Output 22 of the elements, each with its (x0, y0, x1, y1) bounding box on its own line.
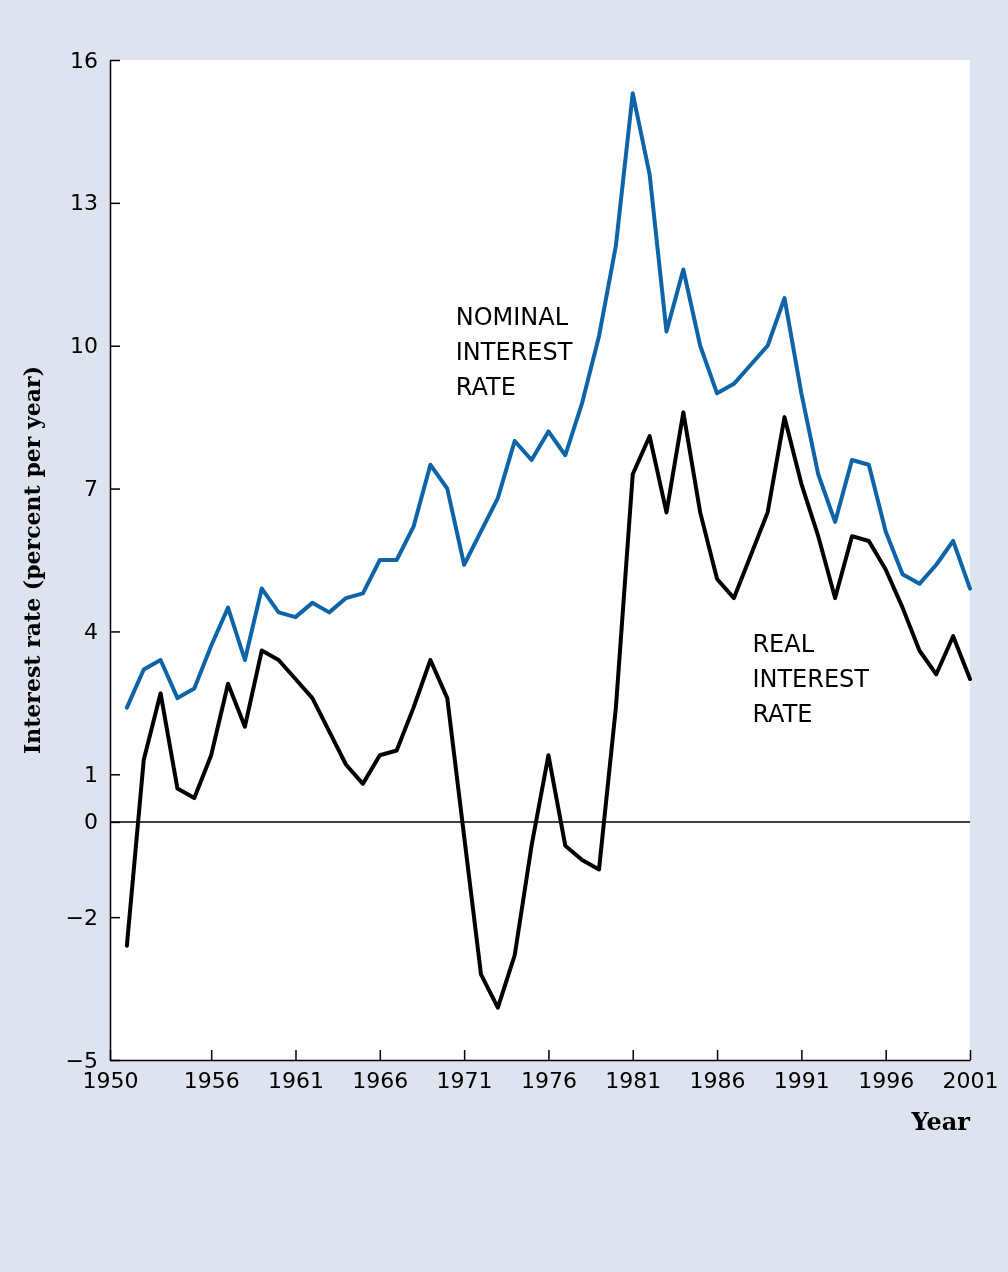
series-label: REAL INTEREST RATE (752, 630, 870, 728)
x-tick-label: 1956 (183, 1067, 240, 1093)
x-tick-label: 1981 (605, 1067, 662, 1093)
x-axis-title: Year (910, 1107, 971, 1136)
y-tick-label: −2 (65, 904, 98, 930)
y-tick-label: 0 (84, 809, 98, 835)
y-tick-label: 16 (70, 47, 98, 73)
x-tick-label: 1966 (352, 1067, 409, 1093)
y-axis-title: Interest rate (percent per year) (19, 365, 45, 755)
x-tick-label: 1996 (858, 1067, 915, 1093)
y-tick-label: 1 (84, 761, 98, 787)
x-tick-label: 1991 (773, 1067, 830, 1093)
x-tick-label: 1976 (520, 1067, 577, 1093)
x-tick-label: 2001 (942, 1067, 999, 1093)
series-label: NOMINAL INTEREST RATE (455, 303, 573, 401)
y-tick-label: 7 (84, 476, 98, 502)
y-tick-label: 4 (84, 618, 98, 644)
y-tick-label: 10 (70, 333, 98, 359)
x-tick-label: 1971 (436, 1067, 493, 1093)
x-tick-label: 1961 (267, 1067, 324, 1093)
y-tick-label: 13 (70, 190, 98, 216)
x-tick-label: 1986 (689, 1067, 746, 1093)
